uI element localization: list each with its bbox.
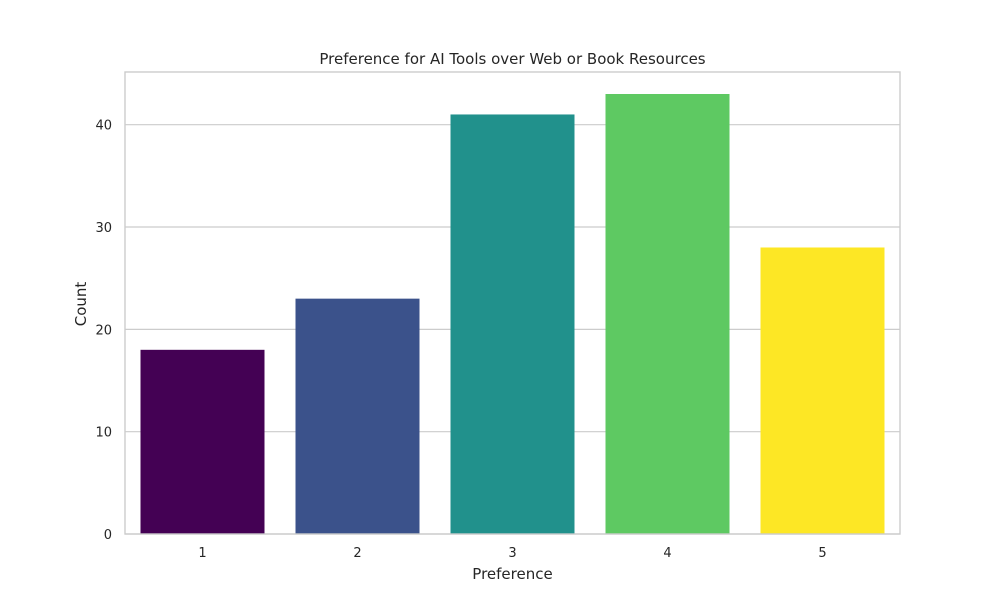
x-tick-label: 2	[353, 546, 361, 561]
x-tick-label: 5	[818, 546, 826, 561]
bar-4	[605, 94, 730, 534]
y-tick-label: 20	[95, 323, 112, 338]
bar-5	[760, 247, 885, 534]
y-tick-label: 10	[95, 426, 112, 441]
y-tick-label: 0	[104, 528, 112, 543]
bars	[140, 94, 885, 534]
chart-title: Preference for AI Tools over Web or Book…	[319, 50, 705, 68]
bar-2	[295, 298, 420, 534]
bar-3	[450, 114, 575, 534]
bar-1	[140, 349, 265, 534]
y-tick-label: 40	[95, 119, 112, 134]
x-tick-label: 1	[198, 546, 206, 561]
y-axis-ticks: 0 10 20 30 40	[95, 119, 112, 543]
x-axis-label: Preference	[472, 565, 552, 583]
x-tick-label: 3	[508, 546, 516, 561]
plot-area-frame	[124, 71, 901, 535]
x-axis-ticks: 1 2 3 4 5	[198, 546, 826, 561]
x-tick-label: 4	[663, 546, 671, 561]
y-tick-label: 30	[95, 221, 112, 236]
y-axis-label: Count	[72, 282, 90, 327]
